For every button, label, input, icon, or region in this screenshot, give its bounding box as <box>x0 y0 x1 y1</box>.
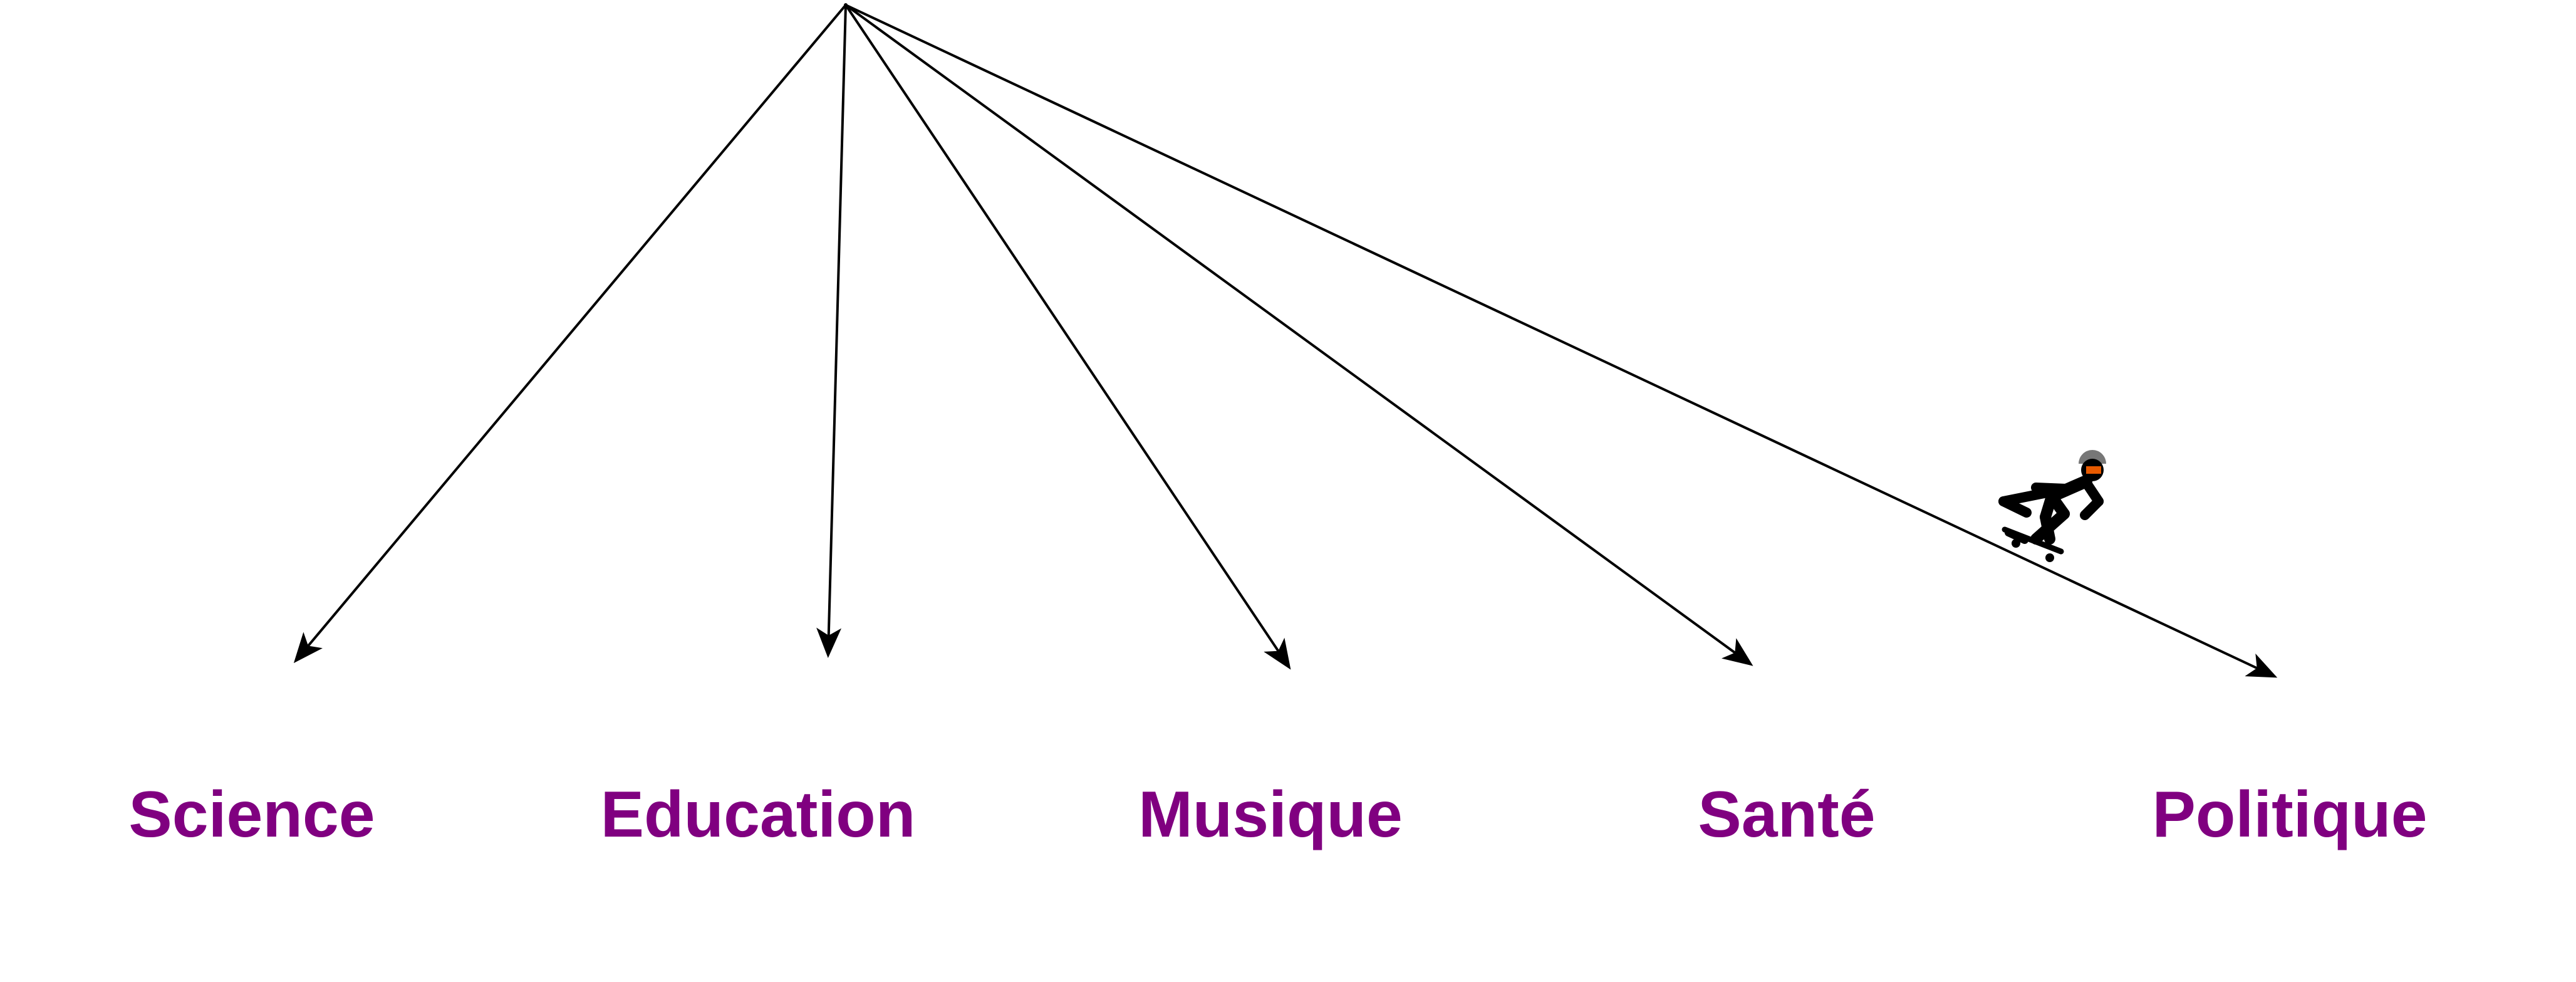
arrow-to-education <box>816 4 847 658</box>
category-label-science: Science <box>128 778 375 851</box>
skateboarder-icon <box>1998 450 2106 562</box>
category-label-education: Education <box>600 778 916 851</box>
category-label-musique: Musique <box>1138 778 1403 851</box>
arrow-to-science <box>293 4 847 664</box>
arrow-to-musique <box>844 4 1291 670</box>
category-label-politique: Politique <box>2152 778 2428 851</box>
category-label-sante: Santé <box>1698 778 1876 851</box>
arrow-to-sante <box>844 4 1753 666</box>
arrow-to-politique <box>845 4 2278 678</box>
